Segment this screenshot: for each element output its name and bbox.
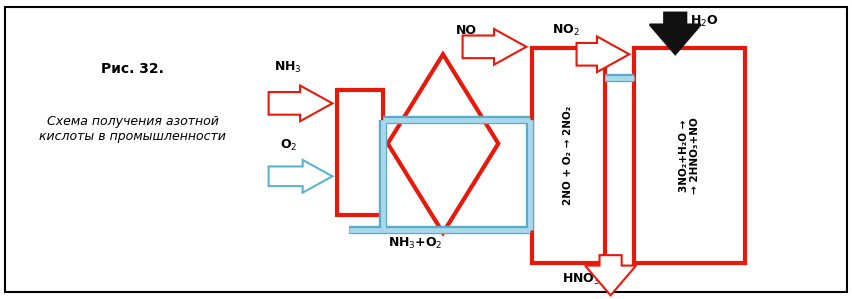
- Polygon shape: [388, 54, 498, 233]
- Polygon shape: [650, 13, 700, 54]
- Bar: [532, 48, 605, 263]
- Text: NO: NO: [457, 24, 477, 37]
- Text: NO$_2$: NO$_2$: [552, 23, 580, 38]
- Text: H$_2$O: H$_2$O: [689, 14, 718, 29]
- Polygon shape: [268, 86, 332, 121]
- Text: NH$_3$: NH$_3$: [274, 60, 302, 75]
- Text: Рис. 32.: Рис. 32.: [101, 62, 164, 76]
- Text: Схема получения азотной
кислоты в промышленности: Схема получения азотной кислоты в промыш…: [39, 115, 226, 143]
- Text: 2NO + O₂ → 2NO₂: 2NO + O₂ → 2NO₂: [563, 106, 573, 205]
- Bar: [337, 90, 383, 215]
- Polygon shape: [577, 36, 630, 72]
- Text: 3NO₂+H₂O →
→ 2HNO₃+NO: 3NO₂+H₂O → → 2HNO₃+NO: [679, 117, 700, 194]
- Bar: [635, 48, 745, 263]
- Text: O$_2$: O$_2$: [279, 138, 296, 152]
- Text: NH$_3$+O$_2$: NH$_3$+O$_2$: [388, 236, 442, 251]
- Text: HNO$_3$: HNO$_3$: [561, 272, 600, 287]
- Polygon shape: [463, 29, 527, 65]
- Polygon shape: [268, 160, 332, 193]
- Polygon shape: [585, 255, 636, 295]
